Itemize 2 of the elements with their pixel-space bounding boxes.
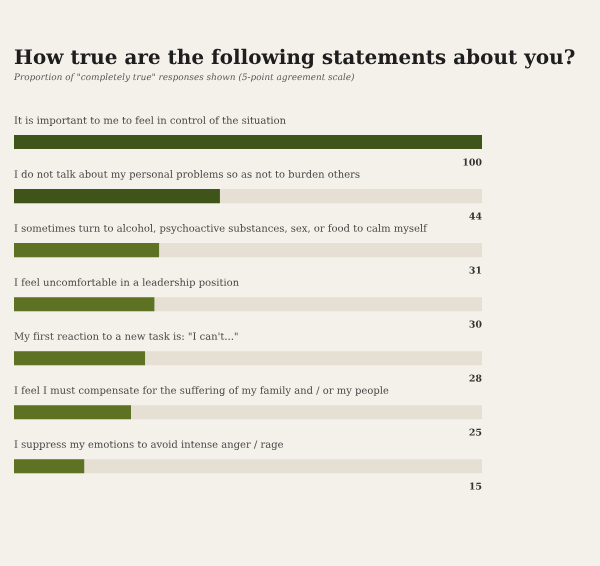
chart-title: How true are the following statements about you?: [14, 48, 575, 69]
bar: [14, 459, 85, 474]
